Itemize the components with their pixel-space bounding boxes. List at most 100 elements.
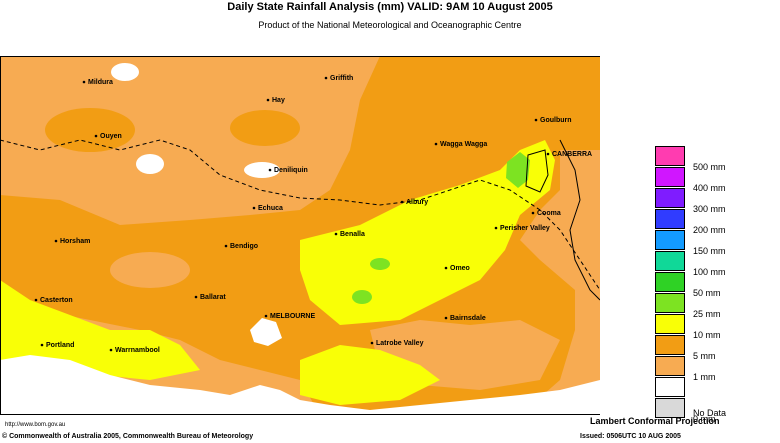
town-label: Warrnambool	[115, 347, 160, 354]
legend-label: 400 mm	[693, 183, 726, 193]
town-dot	[494, 226, 498, 230]
town-dot	[194, 295, 198, 299]
legend-swatch	[655, 167, 685, 187]
ocean	[0, 355, 600, 415]
projection-label: Lambert Conformal Projection	[590, 416, 720, 426]
town-dot	[434, 142, 438, 146]
patch-nil-mildura	[111, 63, 139, 81]
town-label: Ballarat	[200, 294, 226, 301]
town-dot	[444, 316, 448, 320]
town-dot	[224, 244, 228, 248]
town-label: Albury	[406, 199, 428, 206]
coastline-east	[559, 139, 600, 301]
patch-nil-ouyen-south	[136, 154, 164, 174]
legend-label: 10 mm	[693, 330, 721, 340]
legend-label: 0 mm	[693, 414, 716, 424]
act-border	[525, 149, 549, 193]
town-label: Perisher Valley	[500, 225, 550, 232]
legend-swatch	[655, 188, 685, 208]
legend-label: 300 mm	[693, 204, 726, 214]
town-label: Casterton	[40, 297, 73, 304]
legend-swatch	[655, 209, 685, 229]
legend-label: 1 mm	[693, 372, 716, 382]
town-label: Latrobe Valley	[376, 340, 424, 347]
town-label: Goulburn	[540, 117, 572, 124]
patch-5mm-ouyen	[45, 108, 135, 152]
map-subtitle: Product of the National Meteorological a…	[258, 20, 522, 30]
region-10mm-northeast	[300, 140, 555, 325]
town-dot	[54, 239, 58, 243]
legend-swatch	[655, 293, 685, 313]
legend-swatch	[655, 335, 685, 355]
legend-swatch	[655, 272, 685, 292]
town-dot	[252, 206, 256, 210]
town-dot	[546, 152, 550, 156]
legend-no-data-label: No Data	[693, 408, 727, 418]
legend-swatch	[655, 251, 685, 271]
region-1mm-east	[520, 150, 600, 415]
town-label: Deniliquin	[274, 167, 308, 174]
town-dot	[94, 134, 98, 138]
town-label: CANBERRA	[552, 151, 592, 158]
patch-25mm-omeo-west	[352, 290, 372, 304]
legend-swatch	[655, 146, 685, 166]
town-labels: Mildura Griffith Hay Goulburn Ouyen Wagga Wag…	[40, 75, 592, 354]
patch-nil-deniliquin	[244, 162, 280, 178]
town-label: Hay	[272, 97, 285, 104]
town-label: Mildura	[88, 79, 113, 86]
town-dot	[264, 314, 268, 318]
town-label: Bairnsdale	[450, 315, 486, 322]
town-label: Wagga Wagga	[440, 141, 487, 148]
town-label: Echuca	[258, 205, 283, 212]
town-dot	[40, 343, 44, 347]
map-frame	[0, 56, 600, 415]
town-dot	[266, 98, 270, 102]
town-dot	[531, 211, 535, 215]
patch-5mm-hay	[230, 110, 300, 146]
issued-text: Issued: 0506UTC 10 AUG 2005	[580, 433, 681, 440]
town-label: Ouyen	[100, 133, 122, 140]
town-dot	[534, 118, 538, 122]
town-dot	[82, 80, 86, 84]
legend-label: 100 mm	[693, 267, 726, 277]
port-phillip-bay	[250, 318, 282, 346]
town-dot	[268, 168, 272, 172]
legend-swatch	[655, 314, 685, 334]
town-label: Horsham	[60, 238, 90, 245]
legend-label: 150 mm	[693, 246, 726, 256]
legend-swatch	[655, 377, 685, 397]
town-label: Griffith	[330, 75, 353, 82]
region-1mm-northwest	[0, 56, 380, 225]
town-label: Cooma	[537, 210, 561, 217]
town-dot	[334, 232, 338, 236]
town-label: Omeo	[450, 265, 470, 272]
legend-swatch	[655, 230, 685, 250]
legend-label: 5 mm	[693, 351, 716, 361]
legend-swatch	[655, 356, 685, 376]
town-dot	[109, 348, 113, 352]
town-label: Benalla	[340, 231, 365, 238]
town-dot	[370, 341, 374, 345]
legend-swatch	[655, 398, 685, 418]
legend-label: 200 mm	[693, 225, 726, 235]
state-border	[0, 139, 600, 291]
patch-25mm-benalla-east	[370, 258, 390, 270]
copyright-text: © Commonwealth of Australia 2005, Common…	[2, 433, 254, 440]
town-dot	[400, 200, 404, 204]
patch-5mm-horsham	[110, 252, 190, 288]
town-markers	[34, 76, 550, 352]
patch-25mm-canberra	[506, 152, 530, 188]
town-label: MELBOURNE	[270, 313, 315, 320]
map-title: Daily State Rainfall Analysis (mm) VALID…	[227, 1, 553, 13]
town-label: Portland	[46, 342, 74, 349]
legend-label: 50 mm	[693, 288, 721, 298]
town-dot	[444, 266, 448, 270]
source-url[interactable]: http://www.bom.gov.au	[5, 422, 66, 428]
town-dot	[324, 76, 328, 80]
region-10mm-south	[300, 345, 440, 405]
region-10mm-southwest	[0, 280, 200, 380]
town-label: Bendigo	[230, 243, 258, 250]
legend-label: 500 mm	[693, 162, 726, 172]
legend-label: 25 mm	[693, 309, 721, 319]
town-dot	[34, 298, 38, 302]
